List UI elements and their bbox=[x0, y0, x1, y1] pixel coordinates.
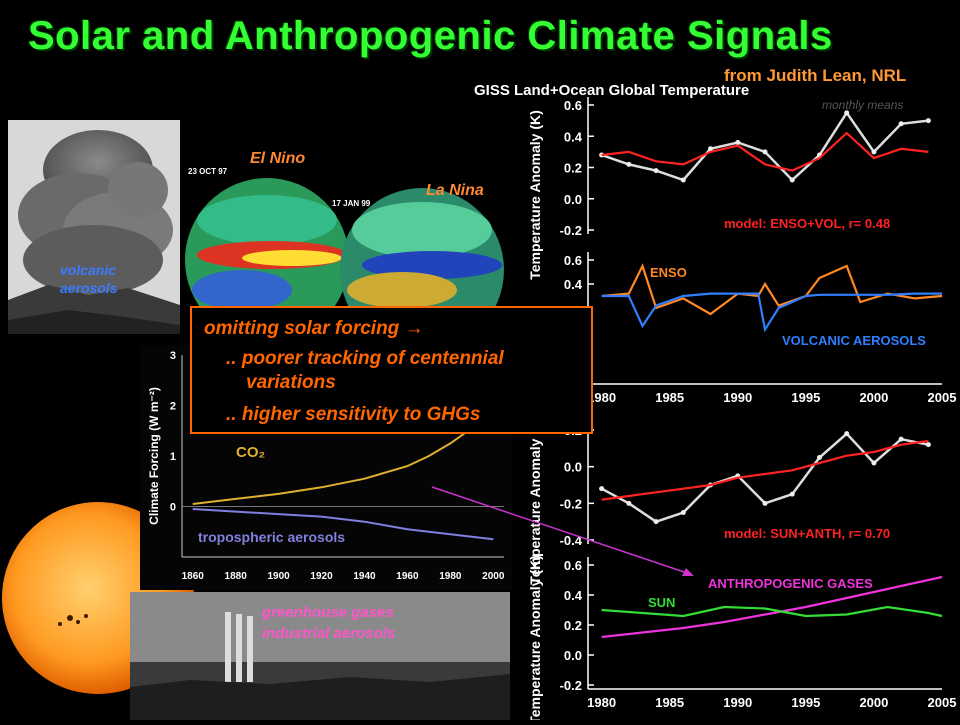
panel-3-xtick: 2000 bbox=[859, 695, 888, 710]
callout-line-1b: variations bbox=[246, 372, 336, 394]
ghg-label-1: greenhouse gases bbox=[262, 604, 394, 621]
forcing-xtick: 1860 bbox=[182, 571, 205, 582]
el-nino-label: El Nino bbox=[250, 150, 305, 168]
co2-series-label: CO₂ bbox=[236, 444, 265, 461]
panel-1-xtick: 2000 bbox=[859, 390, 888, 405]
panel-0-point bbox=[626, 162, 631, 167]
forcing-xtick: 1940 bbox=[353, 571, 376, 582]
panel-3-xtick: 2005 bbox=[928, 695, 957, 710]
panel-3-ytick: 0.2 bbox=[564, 618, 582, 633]
panel-3-ytick: 0.0 bbox=[564, 648, 582, 663]
anthro-series-label: ANTHROPOGENIC GASES bbox=[708, 576, 873, 591]
ghg-label-2: industrial aerosols bbox=[262, 625, 395, 642]
volcanic-series-label: VOLCANIC AEROSOLS bbox=[782, 333, 926, 348]
panel-2-ytick: 0.0 bbox=[564, 460, 582, 475]
panel-2-point bbox=[817, 455, 822, 460]
panel-2-point bbox=[871, 461, 876, 466]
el-nino-date: 23 OCT 97 bbox=[188, 167, 228, 176]
callout-box: omitting solar forcing → .. poorer track… bbox=[190, 306, 593, 434]
panel-2-point bbox=[790, 492, 795, 497]
panel-2-annotation: model: SUN+ANTH, r= 0.70 bbox=[724, 526, 890, 541]
forcing-xtick: 1960 bbox=[396, 571, 419, 582]
panel-0-point bbox=[844, 110, 849, 115]
forcing-xtick: 1900 bbox=[267, 571, 290, 582]
panel-0-point bbox=[735, 140, 740, 145]
panel-2-point bbox=[763, 501, 768, 506]
panel-0-ytick: 0.4 bbox=[564, 129, 583, 144]
panel-2-point bbox=[599, 486, 604, 491]
panel-2-series-1-line bbox=[602, 441, 929, 500]
panel-2-ytick: -0.2 bbox=[560, 496, 582, 511]
panel-0-point bbox=[926, 118, 931, 123]
panel-1-ytick: 0.4 bbox=[564, 277, 583, 292]
forcing-ytick: 2 bbox=[170, 401, 176, 413]
panel-3-ytick: 0.6 bbox=[564, 558, 582, 573]
panel-0-point bbox=[871, 149, 876, 154]
forcing-xtick: 1980 bbox=[439, 571, 462, 582]
panel-3-ytick: 0.4 bbox=[564, 588, 583, 603]
forcing-ytick: 0 bbox=[170, 502, 176, 514]
volcano-illustration bbox=[8, 120, 180, 334]
forcing-ylabel: Climate Forcing (W m⁻²) bbox=[147, 387, 161, 525]
callout-heading: omitting solar forcing bbox=[204, 318, 399, 339]
panel-0-ytick: -0.2 bbox=[560, 223, 582, 238]
panel-2-ytick: -0.4 bbox=[560, 533, 583, 548]
forcing-ytick: 1 bbox=[170, 451, 176, 463]
panel-2-point bbox=[681, 510, 686, 515]
forcing-ytick: 3 bbox=[170, 350, 176, 362]
panel-3-xtick: 1985 bbox=[655, 695, 684, 710]
volcano-label-2: aerosols bbox=[60, 280, 118, 296]
panel-0-point bbox=[763, 149, 768, 154]
panel-2-point bbox=[926, 442, 931, 447]
panel-0-annotation: model: ENSO+VOL, r= 0.48 bbox=[724, 216, 890, 231]
enso-series-label: ENSO bbox=[650, 265, 687, 280]
callout-line-2: .. higher sensitivity to GHGs bbox=[226, 404, 480, 426]
panel-2-point bbox=[654, 519, 659, 524]
credit-label: from Judith Lean, NRL bbox=[724, 66, 906, 86]
panel-0-point bbox=[681, 178, 686, 183]
forcing-xtick: 2000 bbox=[482, 571, 505, 582]
volcano-label-1: volcanic bbox=[60, 262, 116, 278]
volcano-photo bbox=[8, 120, 180, 334]
panel-1-xtick: 1985 bbox=[655, 390, 684, 405]
panel-1-xtick: 1995 bbox=[791, 390, 820, 405]
forcing-xtick: 1880 bbox=[225, 571, 248, 582]
panel-0-point bbox=[899, 121, 904, 126]
arrow-icon: → bbox=[405, 318, 424, 339]
panel-0-ylabel: Temperature Anomaly (K) bbox=[527, 110, 543, 280]
panel-1-ytick: 0.6 bbox=[564, 253, 582, 268]
panel-3-xtick: 1980 bbox=[587, 695, 616, 710]
callout-line-1: .. poorer tracking of centennial bbox=[226, 348, 504, 370]
panel-0-ytick: 0.6 bbox=[564, 98, 582, 113]
tropo-series-label: tropospheric aerosols bbox=[198, 529, 345, 545]
la-nina-date: 17 JAN 99 bbox=[332, 199, 371, 208]
panel-3-xtick: 1995 bbox=[791, 695, 820, 710]
panel-0-ytick: 0.2 bbox=[564, 161, 582, 176]
sun-series-label: SUN bbox=[648, 595, 675, 610]
panel-3-xtick: 1990 bbox=[723, 695, 752, 710]
panel-2-point bbox=[899, 437, 904, 442]
panel-0-point bbox=[654, 168, 659, 173]
panel-2-point bbox=[844, 431, 849, 436]
panel-0-ytick: 0.0 bbox=[564, 192, 582, 207]
panel-2-point bbox=[626, 501, 631, 506]
panel-2-series-0-line bbox=[602, 434, 929, 522]
panel-3-ytick: -0.2 bbox=[560, 678, 582, 693]
panel-0-point bbox=[790, 178, 795, 183]
la-nina-label: La Nina bbox=[426, 182, 484, 200]
panel-1-xtick: 1990 bbox=[723, 390, 752, 405]
panel-1-xtick: 2005 bbox=[928, 390, 957, 405]
panel-3-ylabel: Temperature Anomaly (K) bbox=[527, 555, 543, 720]
panel-0-series-0-line bbox=[602, 113, 929, 180]
callout-heading-row: omitting solar forcing → bbox=[204, 318, 424, 340]
forcing-xtick: 1920 bbox=[310, 571, 333, 582]
slide-title: Solar and Anthropogenic Climate Signals bbox=[28, 14, 833, 59]
